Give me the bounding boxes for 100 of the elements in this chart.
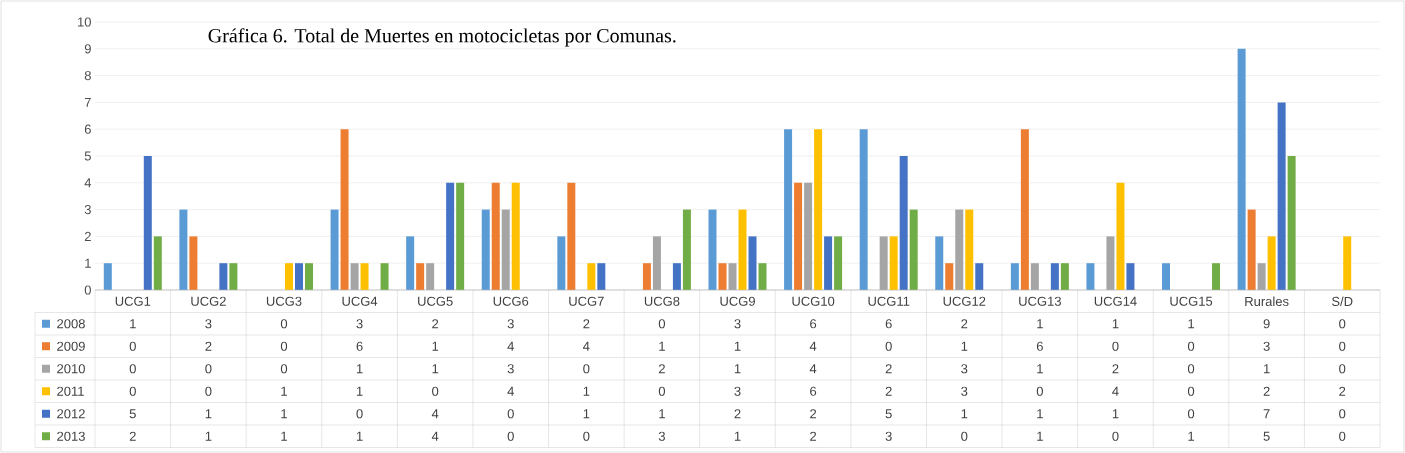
- data-label: 0: [1339, 409, 1346, 419]
- bar: [153, 236, 162, 290]
- data-label: 3: [961, 386, 968, 396]
- x-tick-label: UCG7: [569, 296, 604, 306]
- legend-label: 2009: [57, 341, 85, 351]
- data-label: 2: [432, 319, 439, 329]
- data-label: 1: [356, 431, 363, 441]
- data-label: 9: [1263, 319, 1270, 329]
- data-label: 2: [129, 431, 136, 441]
- y-tick-label: 4: [84, 178, 92, 188]
- data-label: 3: [205, 319, 212, 329]
- y-tick-label: 10: [78, 17, 91, 27]
- data-label: 1: [583, 409, 590, 419]
- bar: [824, 236, 833, 290]
- x-tick-label: UCG9: [720, 296, 755, 306]
- data-label: 0: [961, 431, 968, 441]
- bar: [360, 263, 369, 290]
- legend-label: 2010: [57, 364, 85, 374]
- x-tick-label: UCG10: [792, 296, 835, 306]
- data-label: 0: [1339, 364, 1346, 374]
- data-label: 4: [431, 409, 439, 419]
- data-label: 2: [1112, 364, 1119, 374]
- bar: [456, 182, 465, 290]
- y-tick-label: 8: [84, 70, 91, 81]
- legend-label: 2013: [57, 431, 85, 441]
- data-label: 1: [130, 319, 136, 329]
- data-label: 0: [658, 386, 666, 396]
- data-label: 1: [356, 364, 363, 374]
- data-label: 1: [1037, 364, 1043, 374]
- x-tick-label: UCG3: [266, 296, 302, 306]
- data-label: 4: [809, 364, 817, 374]
- data-label: 0: [280, 319, 288, 329]
- data-label: 4: [1112, 386, 1119, 396]
- bar: [899, 156, 908, 290]
- data-label: 3: [885, 431, 892, 441]
- bar: [1287, 156, 1296, 290]
- data-label: 1: [659, 409, 665, 419]
- legend-label: 2008: [57, 319, 85, 329]
- data-label: 6: [885, 319, 892, 329]
- bar: [284, 263, 293, 290]
- data-label: 3: [658, 431, 665, 441]
- bar: [672, 263, 681, 290]
- data-label: 1: [734, 341, 741, 351]
- data-label: 4: [507, 341, 514, 351]
- bar: [1116, 182, 1125, 290]
- data-label: 2: [583, 319, 590, 329]
- bar: [103, 263, 112, 290]
- data-label: 5: [885, 409, 892, 419]
- data-label: 0: [205, 386, 212, 396]
- bar: [557, 236, 566, 290]
- bar: [859, 129, 868, 290]
- data-label: 1: [281, 409, 287, 419]
- data-label: 0: [507, 431, 514, 441]
- data-label: 1: [1188, 319, 1195, 329]
- x-tick-label: UCG1: [115, 296, 151, 306]
- data-label: 2: [885, 386, 892, 396]
- x-tick-label: UCG5: [418, 296, 453, 306]
- data-label: 2: [658, 364, 665, 374]
- bar: [1162, 263, 1171, 290]
- bar: [446, 182, 455, 290]
- data-label: 1: [1188, 431, 1195, 441]
- data-label: 1: [432, 341, 439, 351]
- bar: [1237, 48, 1246, 290]
- bar: [304, 263, 313, 290]
- data-label: 3: [356, 319, 363, 329]
- bar: [1086, 263, 1095, 290]
- data-label: 0: [1187, 409, 1195, 419]
- x-tick-label: S/D: [1331, 296, 1353, 307]
- data-label: 5: [1263, 431, 1270, 441]
- data-label: 0: [583, 431, 590, 441]
- data-label: 1: [205, 431, 212, 441]
- bar: [350, 263, 359, 290]
- data-label: 1: [1112, 409, 1119, 419]
- x-tick-label: UCG4: [342, 296, 378, 306]
- data-label: 7: [1263, 409, 1270, 419]
- bar: [179, 209, 188, 290]
- bar: [481, 209, 490, 290]
- data-label: 1: [1264, 364, 1270, 374]
- data-label: 2: [810, 409, 817, 419]
- data-label: 4: [431, 431, 439, 441]
- bar: [229, 263, 238, 290]
- x-tick-label: UCG11: [868, 296, 910, 306]
- data-label: 2: [810, 431, 817, 441]
- x-tick-label: UCG13: [1019, 296, 1061, 306]
- data-label: 0: [280, 341, 288, 351]
- data-label: 4: [507, 386, 514, 396]
- bar: [1010, 263, 1019, 290]
- bar: [909, 209, 918, 290]
- bar: [652, 236, 661, 290]
- data-label: 0: [1112, 341, 1119, 351]
- data-label: 0: [507, 409, 514, 419]
- data-label: 1: [583, 386, 590, 396]
- bar: [738, 209, 747, 290]
- y-tick-label: 7: [84, 97, 91, 107]
- bar: [1257, 263, 1266, 290]
- y-tick-label: 9: [84, 44, 91, 54]
- data-label: 4: [583, 341, 590, 351]
- data-label: 2: [1339, 386, 1346, 396]
- x-tick-label: UCG14: [1094, 296, 1137, 306]
- bar: [758, 263, 767, 290]
